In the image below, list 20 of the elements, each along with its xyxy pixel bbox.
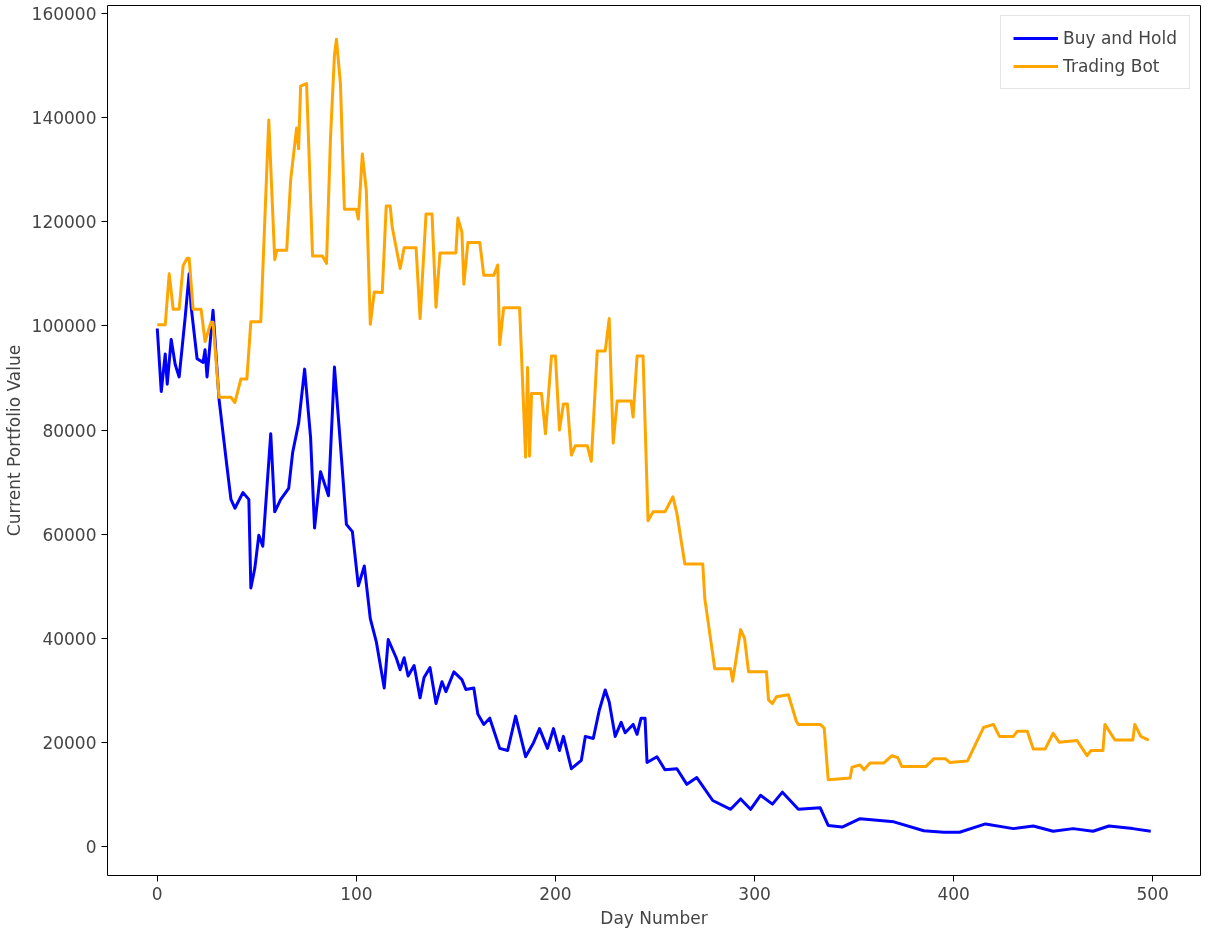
y-tick-label: 60000 xyxy=(42,524,97,545)
x-axis-title: Day Number xyxy=(600,907,708,928)
y-tick-label: 40000 xyxy=(42,628,97,649)
legend-label: Buy and Hold xyxy=(1063,28,1177,48)
y-tick-label: 140000 xyxy=(31,108,97,129)
x-tick-label: 200 xyxy=(539,883,572,904)
y-tick-label: 160000 xyxy=(31,3,97,24)
x-tick-label: 300 xyxy=(738,883,771,904)
x-tick-label: 400 xyxy=(937,883,970,904)
x-tick-label: 500 xyxy=(1136,883,1169,904)
y-tick-label: 20000 xyxy=(42,733,97,754)
y-tick-label: 120000 xyxy=(31,212,97,233)
y-tick-label: 80000 xyxy=(42,420,97,441)
y-axis-title: Current Portfolio Value xyxy=(3,344,24,537)
x-tick-label: 0 xyxy=(151,883,163,904)
x-tick-label: 100 xyxy=(340,883,373,904)
y-tick-label: 0 xyxy=(85,837,97,858)
line-series xyxy=(155,272,1153,834)
y-tick-label: 100000 xyxy=(31,316,97,337)
legend-label: Trading Bot xyxy=(1063,56,1160,76)
